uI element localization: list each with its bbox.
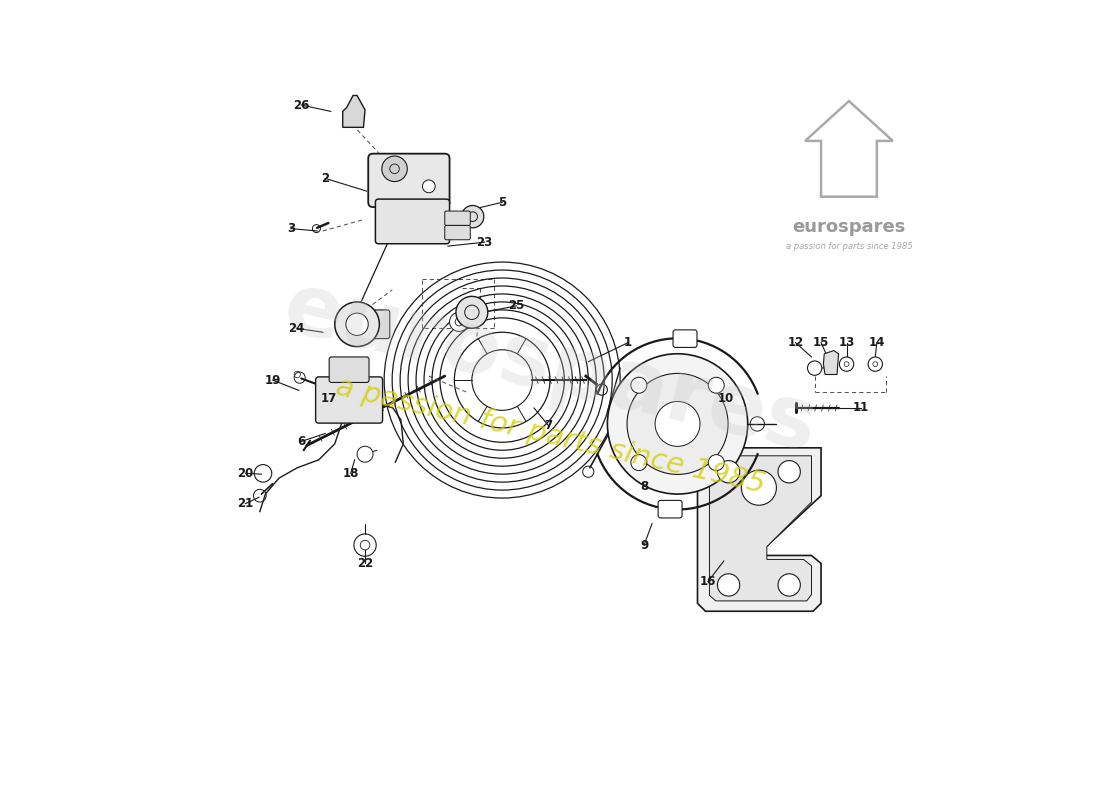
Text: 5: 5: [498, 196, 506, 209]
Text: 11: 11: [852, 402, 869, 414]
Text: 1: 1: [624, 336, 632, 349]
Circle shape: [717, 461, 739, 483]
Circle shape: [345, 313, 368, 335]
Text: 12: 12: [788, 336, 804, 349]
Text: 15: 15: [813, 336, 829, 349]
Text: 16: 16: [700, 575, 716, 588]
Circle shape: [631, 378, 647, 393]
Circle shape: [717, 574, 739, 596]
Text: 6: 6: [297, 435, 306, 448]
FancyBboxPatch shape: [658, 501, 682, 518]
Circle shape: [455, 296, 487, 328]
Text: 9: 9: [640, 538, 648, 551]
Polygon shape: [710, 456, 812, 601]
Circle shape: [631, 454, 647, 470]
Text: 20: 20: [238, 467, 254, 480]
Circle shape: [450, 312, 469, 331]
Text: 26: 26: [293, 98, 309, 111]
Polygon shape: [343, 95, 365, 127]
Circle shape: [627, 374, 728, 474]
Text: 13: 13: [838, 336, 855, 349]
Text: 18: 18: [342, 467, 359, 480]
Text: 19: 19: [264, 374, 280, 386]
Text: 14: 14: [869, 336, 886, 349]
FancyBboxPatch shape: [375, 199, 450, 244]
Text: 21: 21: [238, 497, 254, 510]
Circle shape: [656, 402, 700, 446]
Circle shape: [868, 357, 882, 371]
Circle shape: [778, 574, 801, 596]
Text: eurospares: eurospares: [792, 218, 905, 236]
Text: 7: 7: [544, 419, 552, 432]
Circle shape: [741, 470, 777, 506]
Text: 17: 17: [320, 392, 337, 405]
Text: 23: 23: [476, 236, 493, 249]
Circle shape: [358, 446, 373, 462]
FancyBboxPatch shape: [329, 357, 368, 382]
Text: 22: 22: [356, 557, 373, 570]
Circle shape: [778, 461, 801, 483]
Text: eurospares: eurospares: [275, 266, 825, 470]
Text: 8: 8: [640, 479, 648, 493]
Text: 3: 3: [287, 222, 295, 235]
FancyBboxPatch shape: [444, 226, 471, 240]
Circle shape: [354, 534, 376, 556]
Circle shape: [312, 225, 320, 233]
Circle shape: [254, 465, 272, 482]
Circle shape: [382, 156, 407, 182]
Circle shape: [708, 378, 724, 393]
Circle shape: [607, 354, 748, 494]
Circle shape: [839, 357, 854, 371]
Circle shape: [462, 206, 484, 228]
Text: a passion for parts since 1985: a passion for parts since 1985: [332, 373, 768, 499]
Circle shape: [708, 454, 724, 470]
Text: 2: 2: [321, 172, 329, 185]
FancyBboxPatch shape: [354, 310, 389, 338]
Circle shape: [596, 384, 607, 395]
Circle shape: [583, 466, 594, 478]
Circle shape: [750, 417, 764, 431]
Circle shape: [422, 180, 436, 193]
Polygon shape: [697, 448, 821, 611]
FancyBboxPatch shape: [316, 377, 383, 423]
Circle shape: [334, 302, 379, 346]
FancyBboxPatch shape: [368, 154, 450, 207]
Circle shape: [294, 372, 306, 383]
Text: 25: 25: [508, 299, 525, 313]
FancyBboxPatch shape: [444, 211, 471, 226]
Circle shape: [807, 361, 822, 375]
Text: a passion for parts since 1985: a passion for parts since 1985: [785, 242, 912, 250]
FancyBboxPatch shape: [673, 330, 697, 347]
Text: 24: 24: [288, 322, 305, 334]
Text: 10: 10: [717, 392, 734, 405]
Circle shape: [253, 490, 266, 502]
Polygon shape: [824, 350, 838, 374]
